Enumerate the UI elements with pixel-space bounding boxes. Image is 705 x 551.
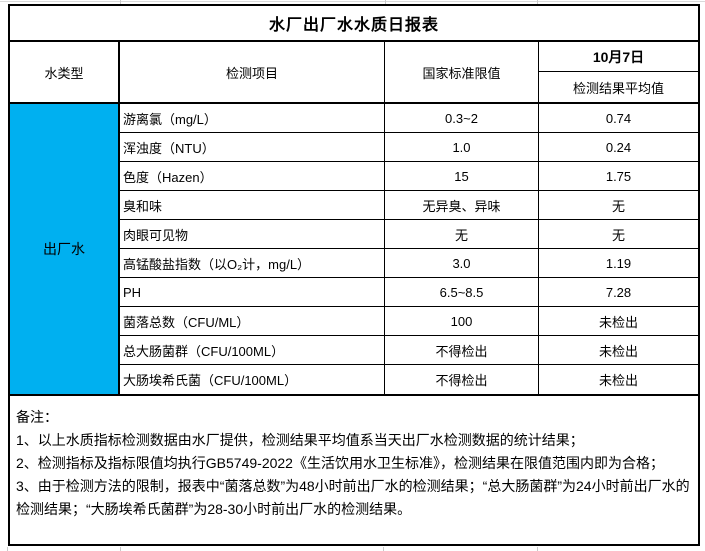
table-body: 出厂水 游离氯（mg/L） 0.3~2 0.74 浑浊度（NTU） 1.0 0.… <box>10 104 698 394</box>
result-cell: 7.28 <box>605 284 632 300</box>
item-cell: 肉眼可见物 <box>120 220 385 248</box>
sheet-gridline-tick <box>537 0 538 4</box>
limit-cell: 3.0 <box>385 249 539 277</box>
table-row: 大肠埃希氏菌（CFU/100ML） 不得检出 未检出 <box>120 365 698 394</box>
header-date: 10月7日 <box>539 42 698 72</box>
result-cell: 1.19 <box>605 255 632 271</box>
result-cell: 0.74 <box>605 110 632 126</box>
item-cell: 臭和味 <box>120 191 385 219</box>
table-row: 色度（Hazen） 15 1.75 <box>120 162 698 191</box>
header-standard-limit: 国家标准限值 <box>385 42 539 102</box>
sheet-gridline-tick <box>120 0 121 4</box>
header-test-item: 检测项目 <box>120 42 385 102</box>
item-cell: 大肠埃希氏菌（CFU/100ML） <box>120 365 385 394</box>
limit-cell: 不得检出 <box>385 336 539 364</box>
sheet-gridline-tick <box>7 547 8 551</box>
item-cell: PH <box>120 278 385 306</box>
limit-cell: 无 <box>385 220 539 248</box>
header-avg-result: 检测结果平均值 <box>572 80 664 96</box>
sheet-gridline-tick <box>537 547 538 551</box>
note-item: 1、以上水质指标检测数据由水厂提供，检测结果平均值系当天出厂水检测数据的统计结果… <box>16 432 584 448</box>
result-cell: 0.24 <box>605 139 632 155</box>
table-row: 总大肠菌群（CFU/100ML） 不得检出 未检出 <box>120 336 698 365</box>
table-row: 肉眼可见物 无 无 <box>120 220 698 249</box>
notes-section: 备注： 1、以上水质指标检测数据由水厂提供，检测结果平均值系当天出厂水检测数据的… <box>10 394 698 544</box>
item-cell: 浑浊度（NTU） <box>120 133 385 161</box>
report-title: 水厂出厂水水质日报表 <box>10 6 698 42</box>
limit-cell: 15 <box>385 162 539 190</box>
table-row: 游离氯（mg/L） 0.3~2 0.74 <box>120 104 698 133</box>
item-cell: 总大肠菌群（CFU/100ML） <box>120 336 385 364</box>
water-quality-report-table: 水厂出厂水水质日报表 水类型 检测项目 国家标准限值 10月7日 检测结果平均值… <box>8 4 700 546</box>
sheet-gridline-top <box>0 1 705 2</box>
limit-cell: 1.0 <box>385 133 539 161</box>
table-row: 臭和味 无异臭、异味 无 <box>120 191 698 220</box>
limit-cell: 6.5~8.5 <box>385 278 539 306</box>
sheet-gridline-tick <box>385 0 386 4</box>
item-cell: 游离氯（mg/L） <box>120 104 385 132</box>
note-item: 2、检测指标及指标限值均执行GB5749-2022《生活饮用水卫生标准》，检测结… <box>16 455 664 471</box>
item-cell: 菌落总数（CFU/ML） <box>120 307 385 335</box>
notes-label: 备注： <box>16 409 58 425</box>
limit-cell: 0.3~2 <box>385 104 539 132</box>
sheet-gridline-tick <box>120 547 121 551</box>
result-cell: 未检出 <box>598 373 638 388</box>
header-water-type: 水类型 <box>10 42 120 102</box>
water-type-cell: 出厂水 <box>10 104 120 394</box>
result-cell: 无 <box>611 227 625 243</box>
table-row: 高锰酸盐指数（以O₂计，mg/L） 3.0 1.19 <box>120 249 698 278</box>
parameter-rows: 游离氯（mg/L） 0.3~2 0.74 浑浊度（NTU） 1.0 0.24 色… <box>120 104 698 394</box>
result-cell: 未检出 <box>598 314 638 330</box>
limit-cell: 不得检出 <box>385 365 539 394</box>
table-row: 浑浊度（NTU） 1.0 0.24 <box>120 133 698 162</box>
result-cell: 无 <box>611 198 625 214</box>
table-row: PH 6.5~8.5 7.28 <box>120 278 698 307</box>
result-cell: 未检出 <box>598 343 638 359</box>
item-cell: 高锰酸盐指数（以O₂计，mg/L） <box>120 249 385 277</box>
limit-cell: 100 <box>385 307 539 335</box>
limit-cell: 无异臭、异味 <box>385 191 539 219</box>
header-result-column: 10月7日 检测结果平均值 <box>539 42 698 102</box>
table-header-row: 水类型 检测项目 国家标准限值 10月7日 检测结果平均值 <box>10 42 698 104</box>
table-row: 菌落总数（CFU/ML） 100 未检出 <box>120 307 698 336</box>
note-item: 3、由于检测方法的限制，报表中“菌落总数”为48小时前出厂水的检测结果；“总大肠… <box>16 478 690 517</box>
item-cell: 色度（Hazen） <box>120 162 385 190</box>
result-cell: 1.75 <box>605 168 632 184</box>
sheet-gridline-tick <box>383 547 384 551</box>
